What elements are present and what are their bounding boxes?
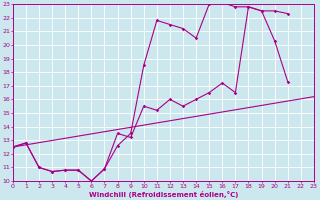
X-axis label: Windchill (Refroidissement éolien,°C): Windchill (Refroidissement éolien,°C) xyxy=(89,191,238,198)
